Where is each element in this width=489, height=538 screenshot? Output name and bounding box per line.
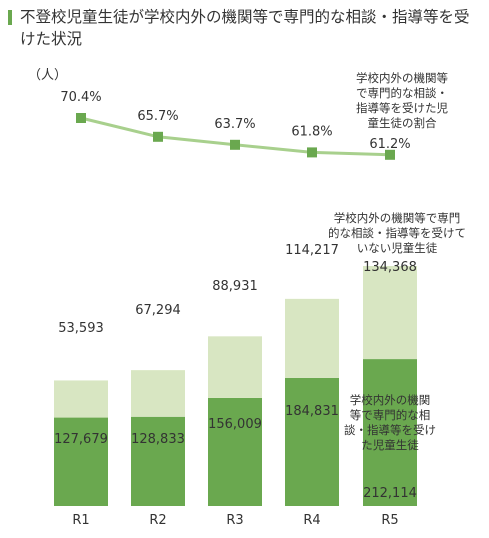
x-tick-label-R5: R5 — [381, 513, 398, 528]
value-label-received-R1: 127,679 — [54, 432, 108, 447]
annotation-rate-line-2: で専門的な相談・ — [356, 86, 448, 100]
annotation-rate-line-4: 童生徒の割合 — [368, 116, 437, 130]
rate-label-R3: 63.7% — [214, 117, 255, 132]
rate-label-R2: 65.7% — [137, 109, 178, 124]
rate-marker-R1 — [76, 113, 86, 123]
bar-received-R3 — [208, 397, 262, 506]
value-label-received-R4: 184,831 — [285, 404, 339, 419]
rate-label-R1: 70.4% — [60, 90, 101, 105]
annotation-received-line-1: 学校内外の機関 — [350, 393, 431, 407]
bar-received-R2 — [131, 416, 185, 506]
rate-label-R4: 61.8% — [291, 124, 332, 139]
x-tick-label-R1: R1 — [72, 513, 89, 528]
annotation-not-received-line-3: いない児童生徒 — [357, 241, 438, 255]
rate-marker-R5 — [385, 149, 395, 160]
annotation-received-line-3: 談・指導等を受け — [344, 423, 436, 437]
rate-marker-R2 — [153, 131, 163, 142]
rate-marker-R4 — [307, 147, 317, 158]
bar-received-R4 — [285, 377, 339, 506]
value-label-received-R3: 156,009 — [208, 417, 262, 432]
value-label-not-received-R5: 134,368 — [363, 260, 417, 275]
annotation-not-received-line-1: 学校内外の機関等で専門 — [334, 211, 461, 225]
annotation-not-received-line-2: 的な相談・指導等を受けて — [328, 226, 466, 240]
value-label-not-received-R4: 114,217 — [285, 243, 339, 258]
x-tick-label-R4: R4 — [303, 513, 320, 528]
rate-label-R5: 61.2% — [369, 137, 410, 152]
rate-marker-R3 — [230, 139, 240, 150]
bar-not-received-R1 — [54, 380, 108, 418]
value-label-not-received-R1: 53,593 — [58, 321, 104, 336]
chart-title: 不登校児童生徒が学校内外の機関等で専門的な相談・指導等を受けた状況 — [20, 8, 470, 48]
x-tick-label-R3: R3 — [226, 513, 243, 528]
bar-not-received-R3 — [208, 336, 262, 398]
annotation-rate-line-1: 学校内外の機関等 — [356, 71, 448, 85]
bar-not-received-R4 — [285, 298, 339, 378]
bar-not-received-R5 — [363, 266, 417, 360]
x-tick-label-R2: R2 — [149, 513, 166, 528]
value-label-not-received-R2: 67,294 — [135, 303, 181, 318]
title-accent-bar — [8, 10, 12, 25]
bar-not-received-R2 — [131, 370, 185, 417]
bar-received-R5 — [363, 359, 417, 506]
value-label-received-R2: 128,833 — [131, 432, 185, 447]
bar-received-R1 — [54, 417, 108, 506]
y-axis-unit-label: （人） — [28, 68, 68, 83]
annotation-received-line-2: 等で専門的な相 — [350, 408, 431, 422]
annotation-received-line-4: た児童生徒 — [361, 438, 419, 452]
value-label-not-received-R3: 88,931 — [212, 279, 258, 294]
value-label-received-R5: 212,114 — [363, 486, 417, 501]
annotation-rate-line-3: 指導等を受けた児 — [356, 101, 448, 115]
